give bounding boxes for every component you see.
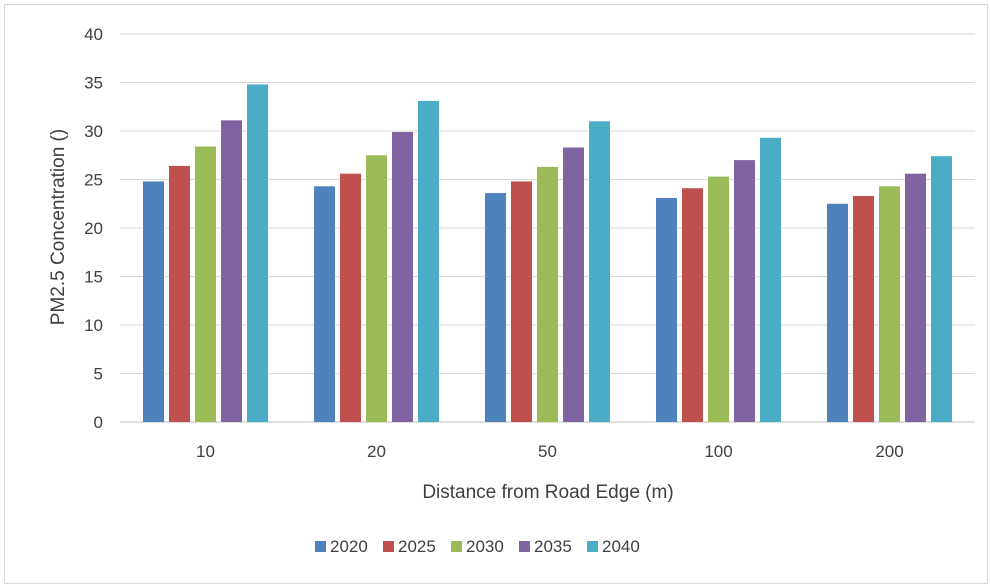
bar-2030-100	[708, 176, 729, 422]
bar-2035-100	[734, 160, 755, 422]
legend-swatch-2025	[383, 541, 394, 552]
bar-2040-200	[931, 156, 952, 422]
bar-2035-50	[563, 147, 584, 423]
bar-2030-50	[537, 166, 558, 422]
y-tick-label: 10	[84, 316, 103, 335]
x-axis-title: Distance from Road Edge (m)	[422, 482, 673, 503]
bar-2030-200	[879, 186, 900, 422]
bar-2040-10	[247, 84, 268, 422]
x-tick-label: 50	[538, 442, 557, 461]
legend-swatch-2035	[519, 541, 530, 552]
legend-label-2030: 2030	[466, 537, 504, 556]
bar-2025-100	[682, 188, 703, 422]
legend: 2020 2025 2030 2035 2040	[315, 537, 640, 556]
bars	[143, 84, 952, 423]
bar-2025-200	[853, 195, 874, 422]
legend-swatch-2020	[315, 541, 326, 552]
bar-2030-10	[195, 146, 216, 422]
y-tick-label: 25	[84, 171, 103, 190]
y-tick-label: 35	[84, 74, 103, 93]
bar-2040-20	[418, 100, 439, 423]
y-tick-label: 30	[84, 122, 103, 141]
bar-2030-20	[366, 155, 387, 422]
legend-label-2040: 2040	[602, 537, 640, 556]
legend-label-2035: 2035	[534, 537, 572, 556]
y-tick-label: 15	[84, 268, 103, 287]
y-axis-title: PM2.5 Concentration ()	[48, 129, 69, 325]
bar-2035-10	[221, 120, 242, 422]
bar-2020-200	[827, 203, 848, 422]
legend-label-2020: 2020	[330, 537, 368, 556]
bar-2040-50	[589, 121, 610, 423]
y-tick-label: 5	[94, 365, 103, 384]
y-tick-label: 40	[84, 25, 103, 44]
bar-2025-10	[169, 165, 190, 423]
x-tick-label: 100	[704, 442, 732, 461]
y-tick-label: 20	[84, 219, 103, 238]
bar-2025-50	[511, 181, 532, 422]
x-tick-label: 200	[875, 442, 903, 461]
legend-swatch-2030	[451, 541, 462, 552]
x-tick-label: 10	[196, 442, 215, 461]
bar-2020-50	[485, 193, 506, 422]
bar-2035-200	[905, 173, 926, 422]
x-tick-label: 20	[367, 442, 386, 461]
legend-swatch-2040	[587, 541, 598, 552]
x-tick-labels: 10 20 50 100 200	[196, 442, 904, 461]
bar-2025-20	[340, 173, 361, 422]
bar-2040-100	[760, 137, 781, 423]
bar-2035-20	[392, 131, 413, 422]
y-tick-label: 0	[94, 413, 103, 432]
y-tick-labels: 0 5 10 15 20 25 30 35 40	[84, 25, 103, 432]
bar-2020-10	[143, 181, 164, 422]
bar-2020-100	[656, 197, 677, 422]
legend-label-2025: 2025	[398, 537, 436, 556]
bar-2020-20	[314, 186, 335, 422]
